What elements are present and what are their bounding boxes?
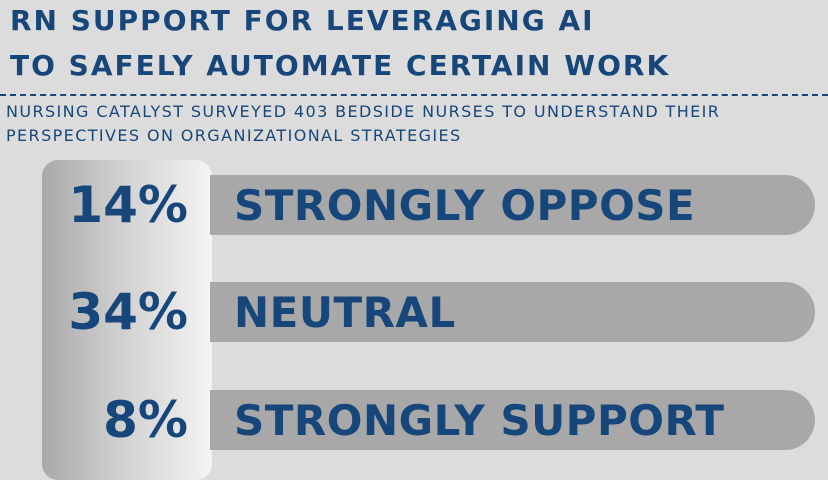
category-label-strongly-support: STRONGLY SUPPORT: [234, 396, 725, 445]
value-label-neutral: 34%: [68, 283, 188, 341]
percentage-panel: [42, 160, 212, 480]
bar-strongly-support: [210, 390, 815, 450]
subtitle-line-1: NURSING CATALYST SURVEYED 403 BEDSIDE NU…: [6, 102, 721, 121]
bar-neutral: [210, 282, 815, 342]
category-label-neutral: NEUTRAL: [234, 288, 456, 337]
dashed-divider: [0, 94, 828, 96]
bar-strongly-oppose: [210, 175, 815, 235]
category-label-strongly-oppose: STRONGLY OPPOSE: [234, 181, 696, 230]
subtitle-line-2: PERSPECTIVES ON ORGANIZATIONAL STRATEGIE…: [6, 126, 462, 145]
value-label-strongly-support: 8%: [103, 391, 188, 449]
chart-title-line-1: RN SUPPORT FOR LEVERAGING AI: [10, 4, 595, 37]
value-label-strongly-oppose: 14%: [68, 176, 188, 234]
chart-title-line-2: TO SAFELY AUTOMATE CERTAIN WORK: [10, 49, 671, 82]
